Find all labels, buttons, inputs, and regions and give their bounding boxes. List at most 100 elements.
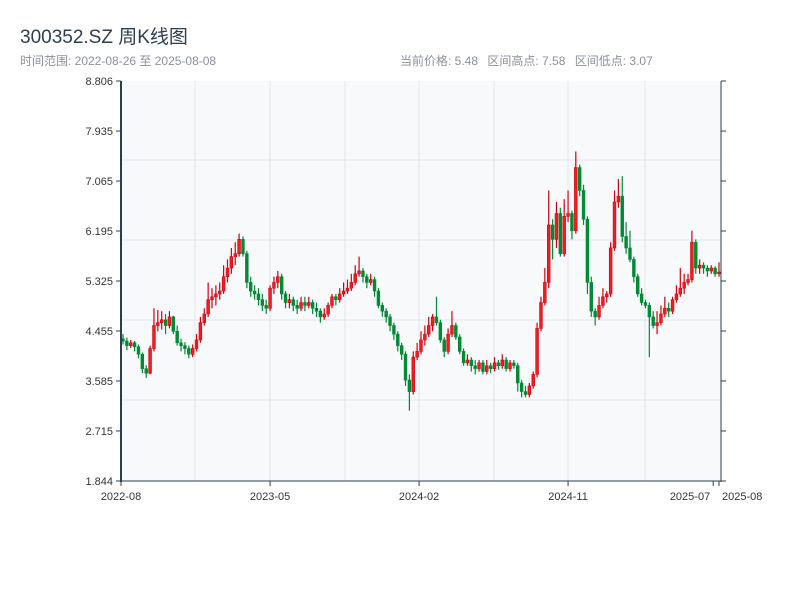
candle-body [326,305,330,315]
candle-body [539,302,543,329]
candle-body [252,290,257,295]
candle-body [554,213,559,240]
candle-body [519,382,524,392]
candle-body [376,290,381,306]
candle-body [438,322,443,341]
candle-body [249,282,253,292]
candle-body [148,348,152,374]
candle-body [434,316,439,323]
candle-body [210,296,214,300]
candle-body [632,259,636,277]
candle-body [221,276,226,292]
candle-body [651,316,655,326]
candle-body [492,362,497,369]
candle-body [500,359,504,367]
candle-body [535,328,539,375]
candle-body [338,293,342,300]
candle-body [388,316,392,326]
candle-body [194,339,199,349]
candle-body [663,307,667,315]
candle-body [307,302,311,306]
candle-body [214,293,218,298]
candle-body [295,305,299,309]
candle-body [287,299,292,303]
candle-body [403,353,408,381]
candle-body [473,365,477,369]
y-tick-label: 1.844 [85,476,113,488]
candle-body [577,167,582,191]
candle-body [276,276,280,283]
candle-body [678,287,682,295]
candle-body [682,282,686,289]
candle-body [272,282,276,289]
candle-body [697,264,702,269]
candle-body [717,271,721,275]
candle-body [636,276,640,295]
candle-body [601,296,605,306]
candle-body [547,224,551,283]
candle-body [701,264,706,269]
candle-body [612,201,617,249]
candle-body [597,305,601,318]
candle-body [179,342,183,346]
candle-body [705,267,710,272]
candle-body [399,345,404,355]
candle-body [608,247,613,295]
candle-body [690,241,694,280]
candle-body [643,302,648,306]
y-tick-label: 3.585 [85,376,113,388]
candle-body [187,348,191,355]
candle-body [396,333,400,346]
candle-body [334,296,338,300]
candle-body [581,190,586,220]
candle-body [198,322,203,341]
candle-body [349,282,354,289]
candle-body [353,273,357,283]
candle-body [558,213,563,255]
x-tick-label: 2024-02 [399,491,439,503]
candle-body [523,391,528,395]
date-range-label: 时间范围: 2022-08-26 至 2025-08-08 [20,54,217,68]
period-high: 区间高点: 7.58 [487,54,566,68]
candle-body [190,348,195,355]
candle-body [628,247,632,260]
candle-body [488,365,493,369]
candle-body [175,330,179,344]
candle-body [380,305,384,312]
candle-body [283,293,288,303]
candle-body [585,218,590,283]
candle-body [357,270,361,275]
candle-body [183,345,187,349]
candle-body [508,362,512,369]
candle-body [365,276,369,283]
period-low: 区间低点: 3.07 [574,54,653,68]
candle-body [659,313,663,323]
candle-body [392,325,396,335]
y-tick-label: 7.935 [85,126,113,138]
candle-body [156,322,160,326]
candle-body [345,287,350,292]
price-stats: 当前价格: 5.48 区间高点: 7.58 区间低点: 3.07 [400,52,659,69]
candle-body [446,333,450,352]
chart-title: 300352.SZ 周K线图 [20,27,188,48]
candle-body [666,307,671,312]
candle-body [694,241,698,269]
candle-body [372,279,377,292]
candle-body [121,338,125,342]
candle-body [481,362,485,372]
candle-body [496,362,501,367]
candle-body [454,325,458,338]
candle-body [384,310,388,318]
y-tick-label: 7.065 [85,176,113,188]
candle-body [709,267,713,272]
candle-body [616,195,621,203]
candle-body [415,351,419,358]
current-price: 当前价格: 5.48 [400,54,479,68]
candle-body [241,239,245,255]
candle-body [713,267,717,275]
candle-body [144,368,148,374]
x-tick-label: 2022-08 [101,491,141,503]
candle-body [527,385,532,395]
candle-body [264,305,268,309]
candle-body [206,299,210,315]
